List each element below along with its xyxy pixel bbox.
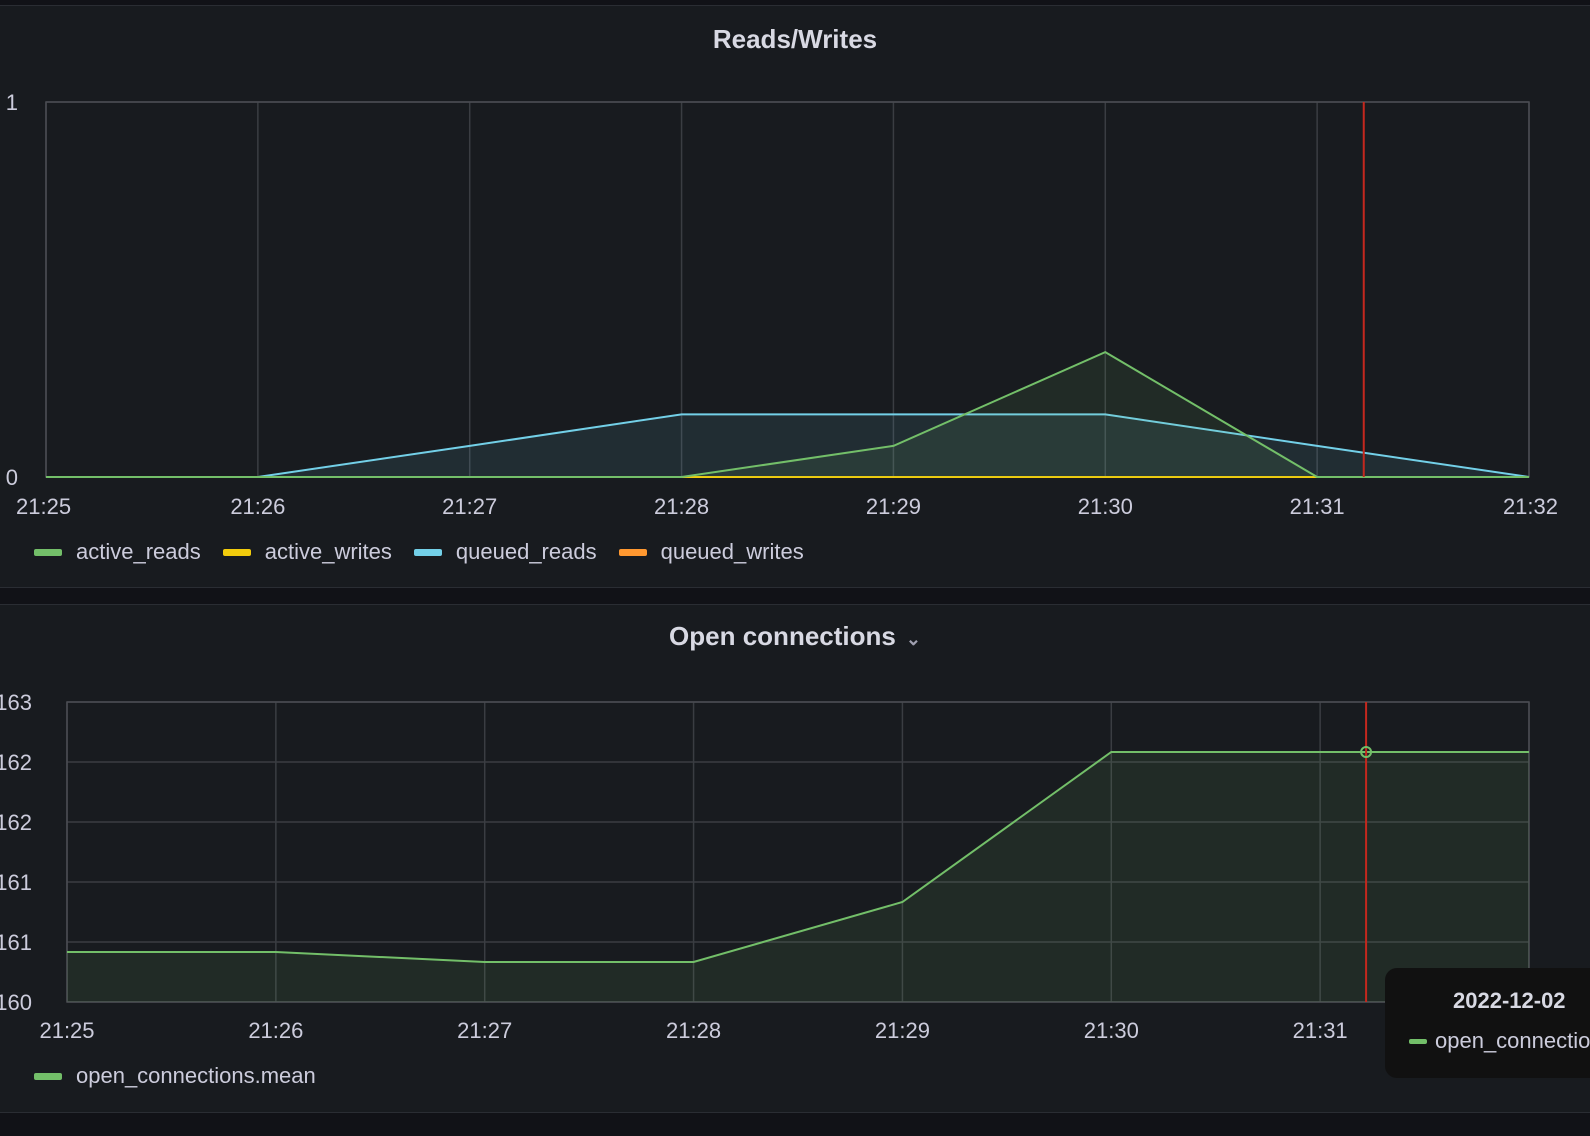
y-tick-label: 1	[6, 90, 18, 115]
x-tick-label: 21:29	[875, 1018, 930, 1043]
legend-item[interactable]: active_reads	[34, 539, 201, 565]
x-tick-label: 21:26	[248, 1018, 303, 1043]
series-color-swatch	[618, 548, 647, 556]
series-area-open_connections.mean	[67, 752, 1529, 1002]
series-line-open_connections.mean	[67, 751, 1529, 963]
panel-title-text: Open connections	[669, 621, 896, 651]
x-tick-label: 21:27	[442, 494, 497, 519]
y-tick-label: 161	[0, 870, 32, 895]
series-color-swatch	[413, 548, 442, 556]
x-tick-label: 21:25	[16, 494, 71, 519]
chevron-down-icon[interactable]: ⌄	[905, 629, 921, 649]
x-tick-label: 21:31	[1290, 494, 1345, 519]
y-tick-label: 0	[6, 465, 18, 490]
panel-title[interactable]: Reads/Writes	[712, 24, 878, 54]
x-tick-label: 21:28	[654, 494, 709, 519]
series-color-swatch	[222, 548, 251, 556]
legend-reads-writes: active_reads active_writes queued_reads que…	[34, 539, 804, 565]
legend-label: queued_reads	[455, 539, 597, 564]
x-tick-label: 21:30	[1078, 494, 1133, 519]
legend-item[interactable]: active_writes	[222, 539, 392, 565]
legend-label: open_connections.mean	[76, 1063, 316, 1088]
open-connections-panel: Open connections ⌄	[0, 604, 1590, 1113]
legend-item[interactable]: open_connections.mean	[34, 1063, 316, 1089]
tooltip-series: open_connections.mean	[1435, 1028, 1590, 1053]
x-tick-label: 21:27	[457, 1018, 512, 1043]
series-color-swatch	[1409, 1038, 1427, 1044]
y-tick-label: 162	[0, 750, 32, 775]
y-tick-label: 160	[0, 990, 32, 1015]
y-tick-label: 161	[0, 930, 32, 955]
legend-label: queued_writes	[660, 539, 804, 564]
x-tick-label: 21:32	[1503, 494, 1558, 519]
legend-item[interactable]: queued_writes	[618, 539, 804, 565]
tooltip-time: 2022-12-02	[1453, 988, 1566, 1013]
plot-frame	[66, 701, 1530, 1003]
series-line-queued_reads	[46, 413, 1530, 478]
x-tick-label: 21:26	[230, 494, 285, 519]
series-color-swatch	[34, 1072, 62, 1080]
series-line-active_reads	[46, 351, 1529, 478]
legend-label: active_writes	[264, 539, 392, 564]
x-tick-label: 21:28	[666, 1018, 721, 1043]
x-tick-label: 21:29	[866, 494, 921, 519]
hover-tooltip: 2022-12-02 open_connections.mean	[1385, 968, 1590, 1078]
hover-point	[1360, 746, 1373, 758]
x-tick-label: 21:25	[39, 1018, 94, 1043]
y-tick-label: 162	[0, 810, 32, 835]
series-color-swatch	[34, 548, 62, 556]
x-tick-label: 21:31	[1293, 1018, 1348, 1043]
legend-item[interactable]: queued_reads	[413, 539, 597, 565]
series-area-queued_reads	[46, 414, 1529, 477]
x-tick-label: 21:30	[1084, 1018, 1139, 1043]
y-tick-label: 163	[0, 690, 32, 715]
panel-title[interactable]: Open connections ⌄	[0, 621, 1590, 652]
legend-open-connections: open_connections.mean	[34, 1063, 316, 1089]
legend-label: active_reads	[76, 539, 201, 564]
